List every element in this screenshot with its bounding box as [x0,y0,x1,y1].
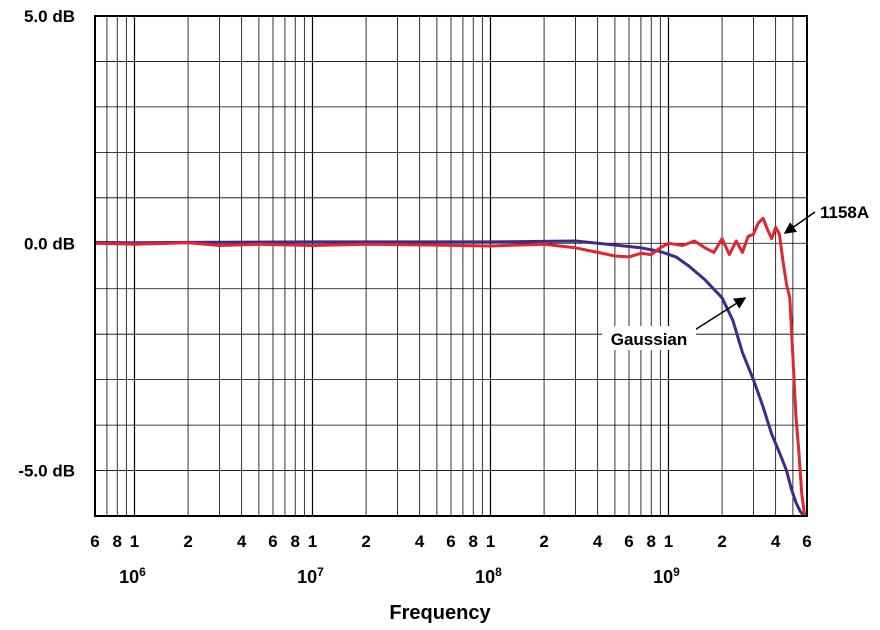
x-tick-label: 6 [446,532,455,551]
x-tick-label: 6 [90,532,99,551]
series-line-gaussian [94,239,806,518]
plot-frame [94,15,808,517]
y-tick-labels: 5.0 dB 0.0 dB -5.0 dB [18,7,75,481]
x-tick-label: 4 [415,532,425,551]
decade-label: 107 [297,565,324,587]
x-tick-label: 6 [268,532,277,551]
x-tick-label: 8 [291,532,300,551]
decade-label: 106 [119,565,146,587]
x-tick-label: 4 [593,532,603,551]
annotations: 1158A Gaussian [602,203,869,350]
annotation-gaussian-arrow [689,297,747,334]
decade-labels: 106 107 108 109 [119,565,680,587]
annotation-gaussian-background [602,326,696,350]
x-tick-label: 6 [802,532,811,551]
decade-label: 108 [475,565,502,587]
annotation-gaussian-label: Gaussian [611,330,688,349]
annotation-1158a-label: 1158A [820,203,869,222]
x-tick-label: 8 [469,532,478,551]
x-tick-label: 8 [647,532,656,551]
x-tick-label: 2 [539,532,548,551]
x-tick-label: 2 [183,532,192,551]
x-axis-title: Frequency [389,602,491,624]
x-tick-label: 4 [237,532,247,551]
series-line-1158a [94,216,808,518]
y-tick-label: 0.0 dB [24,234,75,253]
x-tick-label: 4 [771,532,781,551]
grid-lines [94,15,808,517]
x-tick-label: 1 [308,532,317,551]
x-tick-label: 1 [664,532,673,551]
y-tick-label: -5.0 dB [18,462,75,481]
x-tick-label: 2 [717,532,726,551]
x-tick-label: 6 [624,532,633,551]
annotation-1158a-arrow [783,211,816,234]
x-tick-label: 1 [130,532,139,551]
x-tick-label: 8 [113,532,122,551]
decade-label: 109 [653,565,680,587]
series-layer [94,216,808,518]
x-tick-label: 1 [486,532,495,551]
x-tick-label: 2 [361,532,370,551]
y-tick-label: 5.0 dB [24,7,75,26]
